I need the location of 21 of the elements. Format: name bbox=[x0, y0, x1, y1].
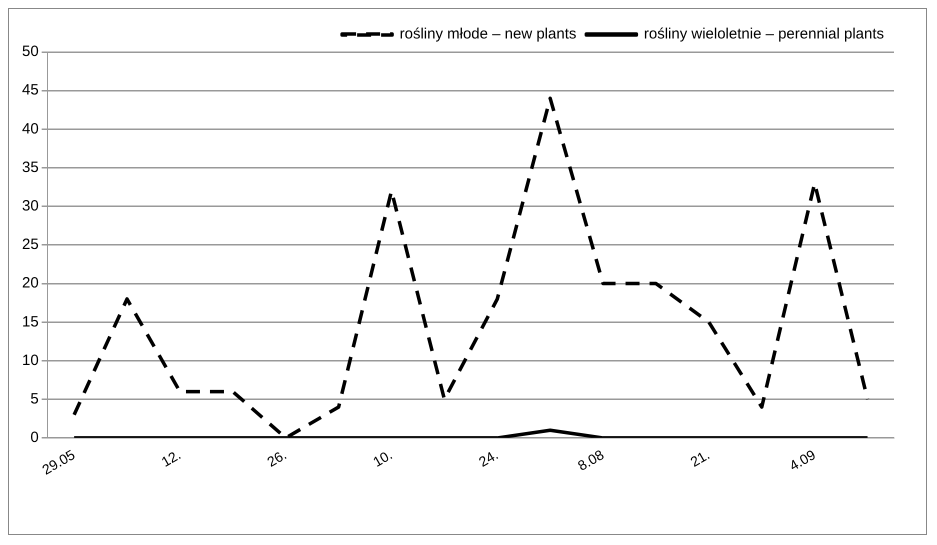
line-series bbox=[72, 96, 870, 438]
y-tick-label: 35 bbox=[22, 158, 39, 176]
x-tick-label: 8.08 bbox=[574, 446, 607, 474]
x-tick-label: 26. bbox=[264, 446, 290, 470]
x-tick-label: 4.09 bbox=[786, 446, 818, 474]
x-tick-label: 12. bbox=[158, 446, 184, 470]
y-tick-label: 40 bbox=[22, 120, 39, 138]
y-tick-label: 20 bbox=[22, 274, 39, 292]
y-tick-label: 0 bbox=[30, 429, 39, 446]
y-tick-label: 50 bbox=[22, 43, 39, 60]
y-tick-label: 25 bbox=[22, 236, 39, 254]
y-tick-label: 30 bbox=[22, 198, 39, 215]
x-tick-label: 10. bbox=[370, 446, 395, 470]
y-tick-label: 45 bbox=[22, 82, 39, 99]
y-tick-label: 10 bbox=[22, 352, 39, 369]
legend-label: rośliny wieloletnie – perennial plants bbox=[644, 26, 884, 43]
y-tick-label: 5 bbox=[30, 390, 39, 408]
legend-label: rośliny młode – new plants bbox=[400, 26, 576, 43]
x-tick-label: 21. bbox=[687, 446, 712, 470]
y-tick-label: 15 bbox=[22, 313, 39, 330]
x-tick-label: 24. bbox=[476, 446, 501, 470]
